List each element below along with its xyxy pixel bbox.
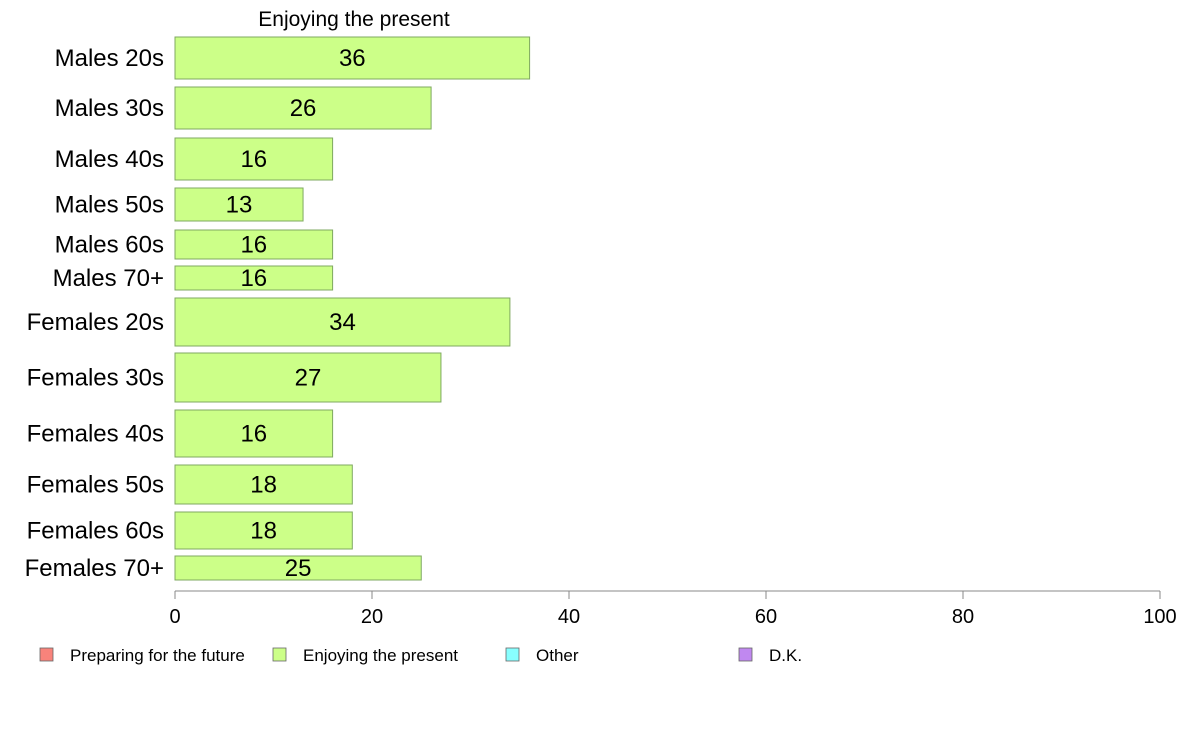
category-label: Males 50s bbox=[55, 192, 164, 219]
category-label: Females 70+ bbox=[25, 555, 164, 582]
legend-label: Preparing for the future bbox=[70, 646, 245, 665]
bar bbox=[174, 229, 334, 260]
bar bbox=[174, 409, 334, 458]
x-tick-label: 80 bbox=[952, 606, 974, 628]
category-label: Males 30s bbox=[55, 95, 164, 122]
legend: Preparing for the future Enjoying the pre… bbox=[39, 646, 802, 665]
bars-group: Males 20s 36 Males 30s 26 Males 40s 16 Males 5… bbox=[25, 36, 531, 582]
category-label: Females 60s bbox=[27, 518, 164, 545]
bar bbox=[174, 297, 511, 347]
value-label: 18 bbox=[250, 472, 277, 499]
category-label: Males 40s bbox=[55, 146, 164, 173]
value-label: 34 bbox=[329, 309, 356, 336]
value-label: 13 bbox=[226, 192, 253, 219]
x-tick-label: 40 bbox=[558, 606, 580, 628]
legend-swatch bbox=[505, 647, 520, 662]
bar bbox=[174, 187, 304, 222]
category-label: Females 20s bbox=[27, 309, 164, 336]
value-label: 36 bbox=[339, 45, 366, 72]
value-label: 16 bbox=[240, 265, 267, 292]
category-label: Females 50s bbox=[27, 472, 164, 499]
value-label: 16 bbox=[240, 421, 267, 448]
legend-swatch bbox=[738, 647, 753, 662]
value-label: 27 bbox=[295, 365, 322, 392]
value-label: 16 bbox=[240, 146, 267, 173]
value-label: 25 bbox=[285, 555, 312, 582]
x-tick-label: 100 bbox=[1143, 606, 1176, 628]
x-tick-label: 20 bbox=[361, 606, 383, 628]
category-label: Females 40s bbox=[27, 421, 164, 448]
bar bbox=[174, 265, 334, 291]
legend-swatch bbox=[39, 647, 54, 662]
bar bbox=[174, 86, 432, 130]
x-axis: 0 20 40 60 80 100 bbox=[169, 590, 1177, 628]
bar bbox=[174, 137, 334, 181]
bar bbox=[174, 511, 353, 550]
legend-label: Enjoying the present bbox=[303, 646, 458, 665]
category-label: Males 70+ bbox=[53, 265, 164, 292]
legend-label: Other bbox=[536, 646, 579, 665]
chart-title: Enjoying the present bbox=[258, 8, 450, 31]
bar bbox=[174, 352, 442, 403]
x-tick-label: 0 bbox=[169, 606, 180, 628]
x-tick-label: 60 bbox=[755, 606, 777, 628]
value-label: 18 bbox=[250, 518, 277, 545]
category-label: Males 60s bbox=[55, 232, 164, 259]
bar bbox=[174, 464, 353, 505]
value-label: 16 bbox=[240, 232, 267, 259]
category-label: Females 30s bbox=[27, 365, 164, 392]
category-label: Males 20s bbox=[55, 45, 164, 72]
value-label: 26 bbox=[290, 95, 317, 122]
bar bbox=[174, 36, 531, 80]
legend-swatch bbox=[272, 647, 287, 662]
bar bbox=[174, 555, 422, 581]
legend-label: D.K. bbox=[769, 646, 802, 665]
